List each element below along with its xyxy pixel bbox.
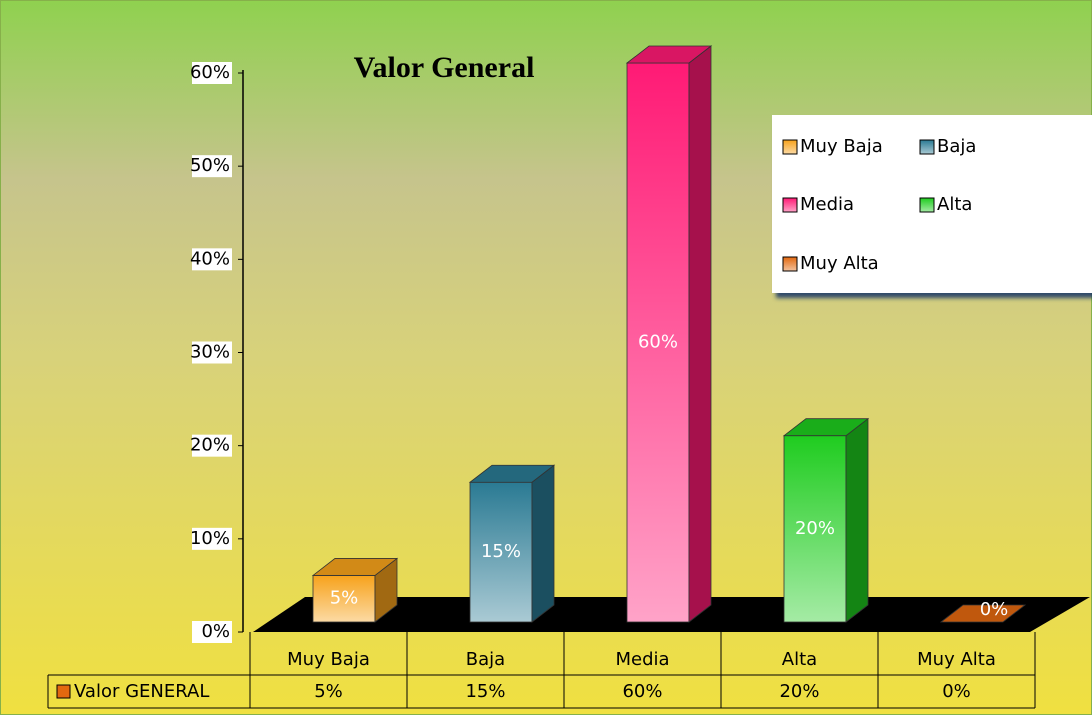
- bar-top: [468, 464, 556, 483]
- y-tick-label: 20%: [190, 435, 230, 456]
- data-label: 15%: [481, 541, 521, 562]
- legend-label: Baja: [937, 136, 976, 157]
- legend-label: Muy Baja: [800, 136, 883, 157]
- data-label: 5%: [330, 588, 359, 609]
- table-value: 20%: [779, 681, 819, 702]
- table-value: 15%: [465, 681, 505, 702]
- legend-swatch: [782, 197, 798, 213]
- y-tick-label-bg: [192, 527, 232, 550]
- table-category: Alta: [782, 649, 817, 670]
- bar-side: [845, 417, 869, 623]
- bar-side: [688, 45, 712, 623]
- y-tick-label-bg: [192, 248, 232, 271]
- y-tick-label-bg: [192, 621, 232, 643]
- bar-top: [625, 45, 713, 64]
- bar-side: [531, 464, 555, 623]
- chart-title: Valor General: [354, 51, 535, 84]
- bar-front: [469, 481, 533, 623]
- y-tick-label-bg: [192, 341, 232, 364]
- table-value: 5%: [314, 681, 343, 702]
- table-value: 60%: [622, 681, 662, 702]
- bar-top: [939, 604, 1027, 623]
- table-category: Muy Baja: [287, 649, 370, 670]
- data-label: 0%: [980, 599, 1009, 620]
- y-tick-label: 0%: [201, 621, 230, 642]
- table-value: 0%: [942, 681, 971, 702]
- y-tick-label: 30%: [190, 342, 230, 363]
- y-tick-label: 50%: [190, 155, 230, 176]
- y-tick-label: 10%: [190, 528, 230, 549]
- bar-front: [312, 575, 376, 623]
- table-category: Muy Alta: [917, 649, 996, 670]
- bar-top: [311, 558, 399, 576]
- y-tick-label: 40%: [190, 248, 230, 269]
- legend-label: Media: [800, 194, 854, 215]
- data-label: 20%: [795, 518, 835, 539]
- legend-swatch: [782, 139, 798, 155]
- y-tick-label-bg: [192, 155, 232, 178]
- table-swatch: [56, 684, 71, 699]
- legend-label: Alta: [937, 194, 972, 215]
- table-category: Baja: [466, 649, 505, 670]
- table-series-name: Valor GENERAL: [74, 681, 209, 702]
- data-table: Muy Baja 5% Baja 15% Media 60% Alta 20% Muy Alta…: [47, 632, 1036, 709]
- legend-swatch: [919, 197, 935, 213]
- legend-label: Muy Alta: [800, 253, 879, 274]
- y-tick-label-bg: [192, 434, 232, 457]
- bar-top: [782, 418, 870, 437]
- legend-swatch: [919, 139, 935, 155]
- data-label: 60%: [638, 332, 678, 353]
- y-tick-label-bg: [192, 62, 232, 84]
- y-tick-label: 60%: [190, 62, 230, 83]
- legend-swatch: [782, 256, 798, 272]
- bar-front: [626, 62, 690, 623]
- table-category: Media: [615, 649, 669, 670]
